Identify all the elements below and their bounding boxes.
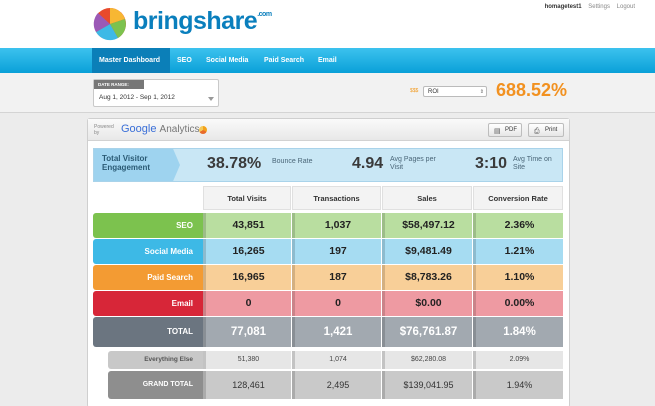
cell-grand-conversion: 1.94% [473,371,563,399]
row-label-email[interactable]: Email [93,291,203,316]
roi-value: 688.52% [496,80,568,100]
tab-email[interactable]: Email [318,57,337,64]
cell-else-transactions: 1,074 [292,351,381,369]
panel-header: Powered by Google Analytics ▤ PDF ⎙ Prin… [88,119,569,141]
engagement-title: Total Visitor Engagement [102,154,151,172]
toolbar: DATE RANGE: Aug 1, 2012 - Sep 1, 2012 [0,73,655,113]
avg-time-label: Avg Time on Site [513,156,552,171]
date-range-value: Aug 1, 2012 - Sep 1, 2012 [99,94,175,101]
printer-icon: ⎙ [534,128,540,135]
cell-else-sales: $62,280.08 [382,351,472,369]
google-wordmark: Google [121,123,157,135]
cell-paid-transactions: 187 [292,265,381,290]
cell-grand-sales: $139,041.95 [382,371,472,399]
cell-grand-visits: 128,461 [203,371,291,399]
print-button[interactable]: ⎙ Print [528,123,564,137]
cell-total-conversion: 1.84% [473,317,563,347]
row-label-total: TOTAL [93,317,203,347]
metric-select-value: ROI [428,89,439,95]
col-header-sales: Sales [382,186,472,210]
money-icon: $$$ [410,88,419,94]
col-header-transactions: Transactions [292,186,381,210]
cell-seo-visits: 43,851 [203,213,291,238]
chevron-down-icon [208,97,214,101]
logout-link[interactable]: Logout [616,4,635,10]
print-button-label: Print [545,127,558,133]
cell-total-visits: 77,081 [203,317,291,347]
settings-link[interactable]: Settings [588,4,610,10]
analytics-wordmark: Analytics [159,124,200,135]
cell-paid-sales: $8,783.26 [382,265,472,290]
pdf-button-label: PDF [505,127,517,133]
powered-by-label: Powered by [94,124,114,136]
analytics-icon [199,126,207,134]
row-label-everything-else: Everything Else [108,351,203,369]
bringshare-logo-icon [93,8,126,41]
google-analytics-logo: Google Analytics [121,123,200,135]
engagement-title-box: Total Visitor Engagement [94,149,180,181]
row-label-grand-total: GRAND TOTAL [108,371,203,399]
cell-social-sales: $9,481.49 [382,239,472,264]
main-nav: Master Dashboard SEO Social Media Paid S… [0,48,655,73]
up-down-arrow-icon: ⇕ [479,89,484,95]
col-header-conversion-rate: Conversion Rate [473,186,563,210]
cell-grand-transactions: 2,495 [292,371,381,399]
engagement-banner: Total Visitor Engagement 38.78% Bounce R… [93,148,563,182]
bounce-rate-label: Bounce Rate [272,158,313,165]
brand-name: bringshare [133,7,258,35]
cell-seo-transactions: 1,037 [292,213,381,238]
cell-email-transactions: 0 [292,291,381,316]
bounce-rate-value: 38.78% [207,155,262,172]
row-label-seo[interactable]: SEO [93,213,203,238]
cell-else-conversion: 2.09% [473,351,563,369]
tab-master-dashboard[interactable]: Master Dashboard [92,48,170,73]
cell-else-visits: 51,380 [203,351,291,369]
cell-social-conversion: 1.21% [473,239,563,264]
tab-social-media[interactable]: Social Media [206,57,249,64]
metric-select[interactable]: ROI ⇕ [423,86,487,97]
cell-total-transactions: 1,421 [292,317,381,347]
cell-seo-sales: $58,497.12 [382,213,472,238]
brand-tld: .com [257,11,272,18]
cell-social-transactions: 197 [292,239,381,264]
tab-seo[interactable]: SEO [177,57,192,64]
cell-social-visits: 16,265 [203,239,291,264]
cell-total-sales: $76,761.87 [382,317,472,347]
row-label-social-media[interactable]: Social Media [93,239,203,264]
cell-paid-visits: 16,965 [203,265,291,290]
avg-time-value: 3:10 [475,155,508,172]
avg-pages-label: Avg Pages per Visit [390,156,436,171]
date-range-picker[interactable]: DATE RANGE: Aug 1, 2012 - Sep 1, 2012 [93,79,219,107]
row-label-paid-search[interactable]: Paid Search [93,265,203,290]
cell-email-sales: $0.00 [382,291,472,316]
tab-paid-search[interactable]: Paid Search [264,57,305,64]
cell-paid-conversion: 1.10% [473,265,563,290]
pdf-button[interactable]: ▤ PDF [488,123,522,137]
col-header-total-visits: Total Visits [203,186,291,210]
user-nav: homagetest1 Settings Logout [540,4,635,10]
cell-email-visits: 0 [203,291,291,316]
username-link[interactable]: homagetest1 [544,4,582,10]
app-header: bringshare.com homagetest1 Settings Logo… [0,0,655,48]
avg-pages-value: 4.94 [352,155,384,172]
cell-email-conversion: 0.00% [473,291,563,316]
date-range-label: DATE RANGE: [94,80,144,89]
document-icon: ▤ [494,128,501,135]
cell-seo-conversion: 2.36% [473,213,563,238]
brand-wordmark[interactable]: bringshare.com [133,7,272,36]
